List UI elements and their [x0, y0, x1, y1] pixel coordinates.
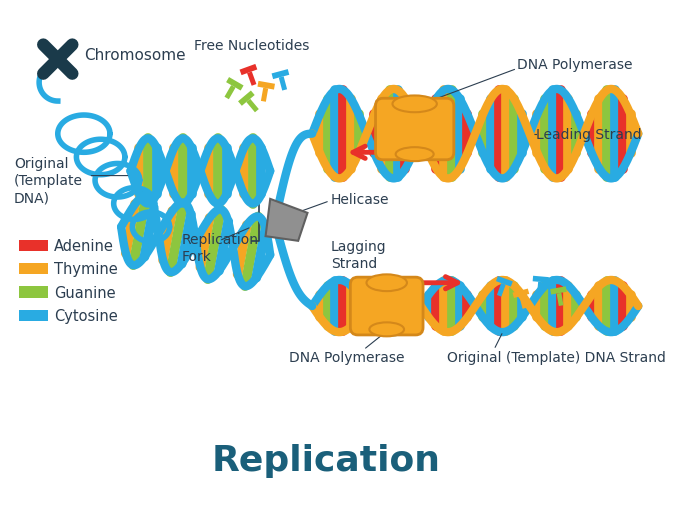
Text: Thymine: Thymine [54, 262, 118, 277]
Bar [19, 287, 48, 298]
Text: DNA Polymerase: DNA Polymerase [289, 350, 405, 365]
Text: Free Nucleotides: Free Nucleotides [194, 38, 309, 53]
Bar [512, 289, 529, 298]
Text: Original
(Template
DNA): Original (Template DNA) [14, 157, 83, 205]
Bar [226, 78, 244, 91]
Text: Leading Strand: Leading Strand [536, 127, 641, 141]
Bar [496, 276, 513, 287]
Bar [247, 72, 256, 86]
Bar [19, 240, 48, 251]
Bar [556, 293, 564, 307]
Bar [261, 88, 268, 103]
Text: Replication: Replication [211, 443, 440, 477]
Text: Adenine: Adenine [54, 238, 114, 254]
Ellipse shape [370, 323, 404, 337]
Bar [19, 310, 48, 321]
Bar [225, 86, 236, 100]
Bar [519, 296, 527, 309]
Text: Chromosome: Chromosome [84, 48, 186, 63]
FancyBboxPatch shape [351, 278, 423, 335]
Ellipse shape [367, 275, 407, 291]
Bar [279, 77, 287, 91]
Bar [19, 264, 48, 275]
Bar [272, 70, 289, 80]
Bar [238, 91, 255, 107]
Bar [533, 276, 549, 283]
Text: Guanine: Guanine [54, 285, 116, 300]
Text: Lagging
Strand: Lagging Strand [331, 240, 386, 271]
Text: Replication
Fork: Replication Fork [182, 232, 259, 264]
Polygon shape [265, 199, 307, 241]
Text: Cytosine: Cytosine [54, 308, 118, 323]
Bar [497, 283, 505, 297]
Ellipse shape [395, 148, 434, 162]
Bar [246, 99, 259, 113]
FancyBboxPatch shape [375, 99, 454, 161]
Ellipse shape [393, 96, 437, 113]
Text: Helicase: Helicase [331, 192, 389, 207]
Bar [550, 287, 567, 295]
Text: Original (Template) DNA Strand: Original (Template) DNA Strand [447, 350, 666, 365]
Bar [537, 282, 543, 295]
Bar [258, 82, 275, 90]
Bar [239, 65, 258, 76]
Text: DNA Polymerase: DNA Polymerase [517, 58, 633, 72]
